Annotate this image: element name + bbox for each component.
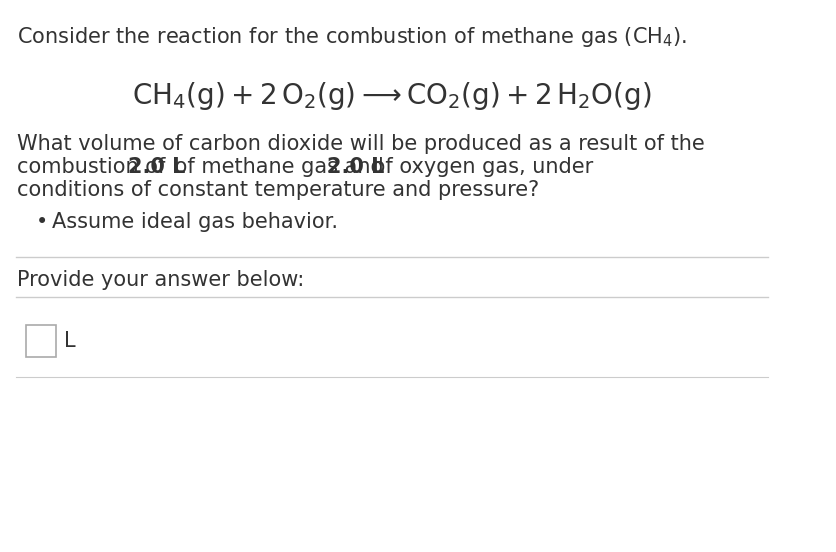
Text: L: L	[64, 331, 75, 351]
Text: of oxygen gas, under: of oxygen gas, under	[366, 157, 593, 177]
Text: Provide your answer below:: Provide your answer below:	[17, 270, 303, 290]
Text: Assume ideal gas behavior.: Assume ideal gas behavior.	[52, 212, 337, 232]
Text: What volume of carbon dioxide will be produced as a result of the: What volume of carbon dioxide will be pr…	[17, 134, 704, 154]
Text: Consider the reaction for the combustion of methane gas $(\mathrm{CH_4})$.: Consider the reaction for the combustion…	[17, 25, 686, 49]
Text: of methane gas and: of methane gas and	[167, 157, 390, 177]
FancyBboxPatch shape	[26, 325, 56, 357]
Text: conditions of constant temperature and pressure?: conditions of constant temperature and p…	[17, 180, 538, 200]
Text: $\mathrm{CH_4(g) + 2\,O_2(g) \longrightarrow CO_2(g) + 2\,H_2O(g)}$: $\mathrm{CH_4(g) + 2\,O_2(g) \longrighta…	[132, 80, 651, 112]
Text: 2.0 L: 2.0 L	[128, 157, 186, 177]
Text: combustion of: combustion of	[17, 157, 171, 177]
Text: 2.0 L: 2.0 L	[327, 157, 384, 177]
Text: •: •	[36, 212, 48, 232]
